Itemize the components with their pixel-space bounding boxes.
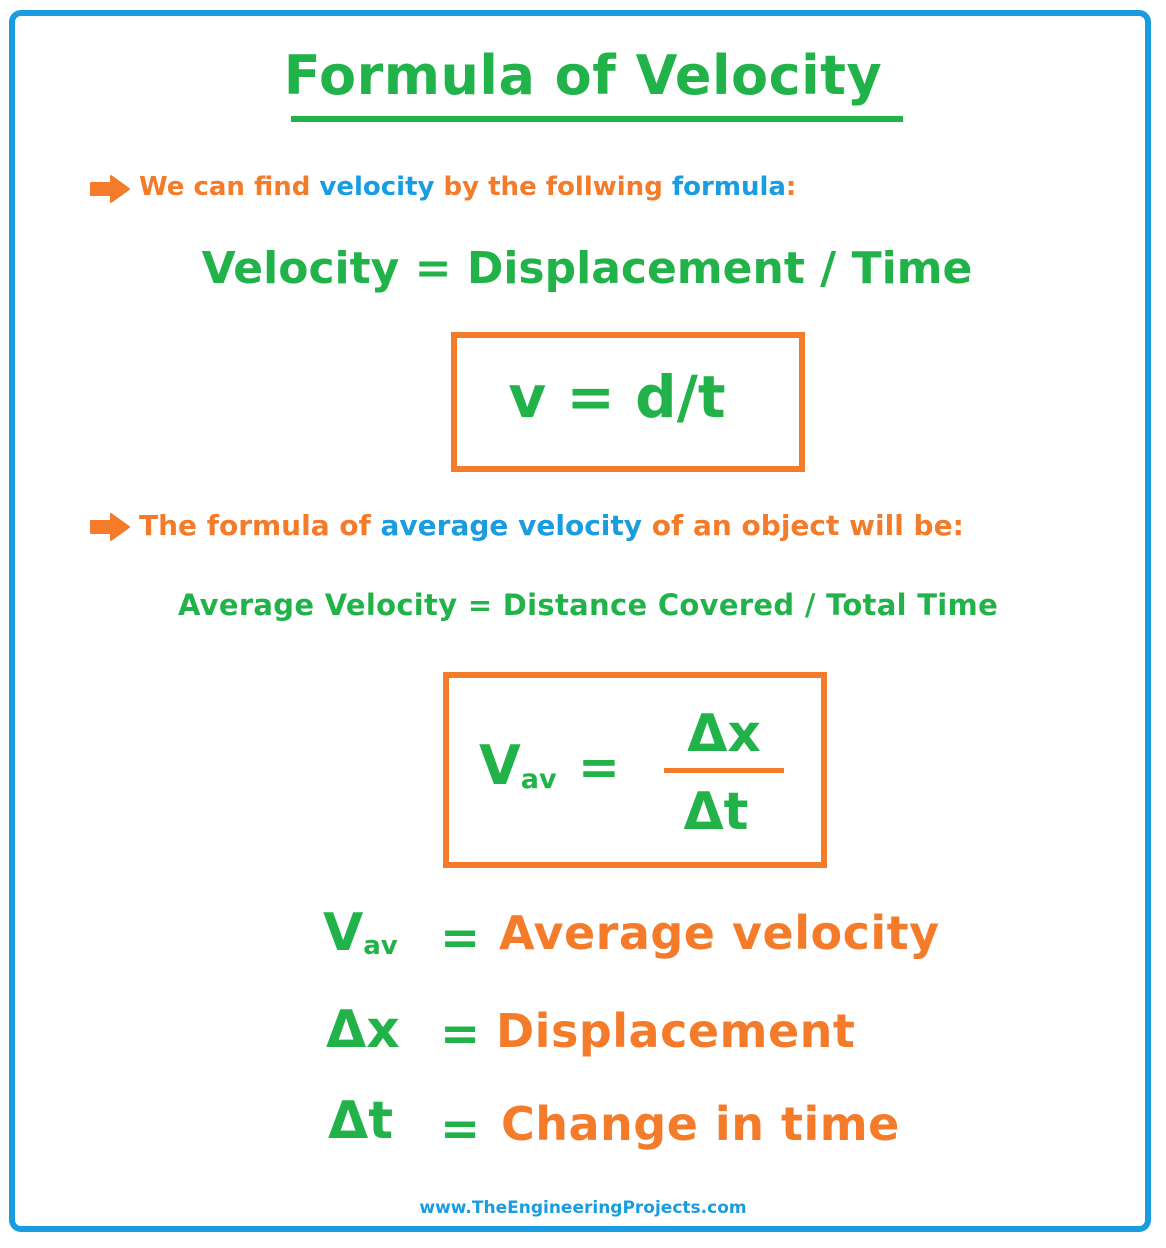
- footer-website: www.TheEngineeringProjects.com: [419, 1198, 747, 1218]
- fraction-bar: [664, 768, 784, 773]
- average-velocity-word-formula: Average Velocity = Distance Covered / To…: [177, 588, 999, 622]
- intro-text: by the follwing: [434, 172, 672, 202]
- title-underline: [291, 116, 903, 122]
- page-title: Formula of Velocity: [283, 44, 883, 107]
- intro-text: We can find: [139, 172, 320, 202]
- legend-meaning-average-velocity: Average velocity: [499, 906, 940, 960]
- velocity-word-formula: Velocity = Displacement / Time: [201, 243, 973, 294]
- legend-equals: =: [440, 910, 481, 966]
- legend-symbol-delta-x: Δx: [326, 1000, 400, 1060]
- intro-line-1: We can find velocity by the follwing for…: [139, 172, 796, 202]
- intro-line-2: The formula of average velocity of an ob…: [139, 509, 964, 542]
- formula-box: [451, 332, 805, 472]
- intro-highlight: average velocity: [380, 509, 643, 542]
- avg-formula-denominator: Δt: [683, 782, 749, 842]
- avg-lhs-symbol: V: [479, 734, 521, 797]
- intro-highlight: velocity: [319, 172, 435, 202]
- velocity-symbol-formula: v = d/t: [508, 363, 726, 431]
- arrow-right-icon: [90, 175, 130, 203]
- arrow-right-icon: [90, 513, 130, 541]
- avg-formula-numerator: Δx: [687, 704, 761, 764]
- legend-subscript: av: [363, 930, 398, 961]
- legend-symbol-vav: Vav: [323, 903, 398, 963]
- intro-text: of an object will be:: [642, 509, 964, 542]
- average-formula-box: [443, 672, 827, 868]
- avg-formula-lhs: Vav: [479, 734, 557, 797]
- legend-equals: =: [440, 1101, 481, 1157]
- legend-symbol-delta-t: Δt: [328, 1091, 394, 1151]
- legend-meaning-displacement: Displacement: [496, 1004, 856, 1058]
- intro-text: The formula of: [139, 509, 381, 542]
- legend-equals: =: [440, 1006, 481, 1062]
- avg-lhs-subscript: av: [520, 764, 557, 796]
- intro-highlight: formula: [671, 172, 786, 202]
- avg-formula-equals: =: [578, 738, 620, 796]
- legend-meaning-change-in-time: Change in time: [501, 1097, 900, 1151]
- intro-text: :: [785, 172, 797, 202]
- page-frame: [9, 10, 1151, 1232]
- legend-symbol: V: [323, 903, 364, 963]
